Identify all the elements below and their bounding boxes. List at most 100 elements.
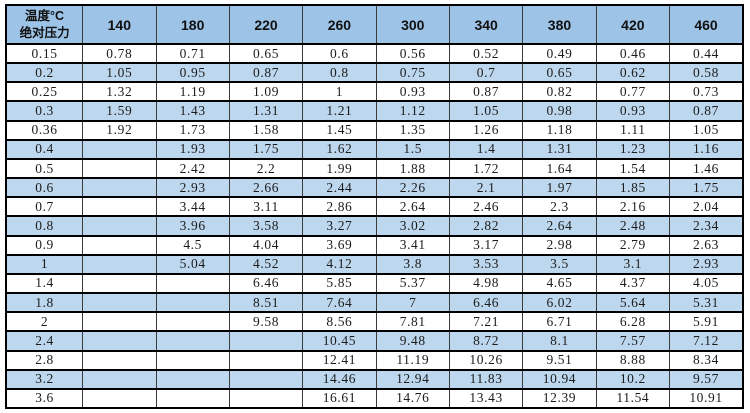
value-cell: 1.45 — [302, 119, 377, 141]
table-row: 0.25 1.32 1.19 1.09 1 0.93 0.87 0.82 0.77 0.73 — [5, 81, 744, 103]
table-row: 0.36 1.92 1.73 1.58 1.45 1.35 1.26 1.18 1.11 1.05 — [5, 119, 744, 141]
pressure-cell: 0.8 — [5, 215, 84, 237]
column-header-380: 380 — [522, 4, 597, 45]
value-cell: 6.71 — [522, 311, 597, 333]
table-row: 2.8 12.41 11.19 10.26 9.51 8.88 8.34 — [5, 349, 744, 371]
value-cell: 9.57 — [669, 368, 744, 390]
table-row: 0.2 1.05 0.95 0.87 0.8 0.75 0.7 0.65 0.62 0.58 — [5, 62, 744, 84]
value-cell: 14.76 — [375, 387, 450, 410]
value-cell: 8.34 — [669, 349, 744, 371]
value-cell: 12.41 — [302, 349, 377, 371]
value-cell: 9.51 — [522, 349, 597, 371]
value-cell: 0.49 — [522, 42, 597, 65]
value-cell: 12.94 — [375, 368, 450, 390]
value-cell — [82, 177, 157, 199]
table-row: 0.6 2.93 2.66 2.44 2.26 2.1 1.97 1.85 1.75 — [5, 177, 744, 199]
value-cell — [155, 368, 230, 390]
value-cell: 7.64 — [302, 292, 377, 314]
value-cell — [82, 234, 157, 256]
value-cell: 2.79 — [595, 234, 671, 256]
corner-header-line2: 绝对压力 — [19, 25, 70, 40]
value-cell: 2.64 — [522, 215, 597, 237]
value-cell: 1.23 — [595, 138, 671, 160]
value-cell: 4.52 — [228, 253, 304, 275]
value-cell — [82, 253, 157, 275]
value-cell: 0.75 — [375, 62, 450, 84]
value-cell — [82, 138, 157, 160]
value-cell: 3.17 — [448, 234, 524, 256]
value-cell: 6.46 — [228, 272, 304, 295]
table-row: 0.4 1.93 1.75 1.62 1.5 1.4 1.31 1.23 1.16 — [5, 138, 744, 160]
value-cell: 1.11 — [595, 119, 671, 141]
pressure-cell: 0.7 — [5, 196, 84, 218]
value-cell: 3.53 — [448, 253, 524, 275]
value-cell: 0.93 — [375, 81, 450, 103]
value-cell — [155, 311, 230, 333]
value-cell: 8.56 — [302, 311, 377, 333]
value-cell: 3.96 — [155, 215, 230, 237]
value-cell: 0.82 — [522, 81, 597, 103]
pressure-cell: 2 — [5, 311, 84, 333]
value-cell: 5.31 — [669, 292, 744, 314]
value-cell: 0.62 — [595, 62, 671, 84]
table-row: 2.4 10.45 9.48 8.72 8.1 7.57 7.12 — [5, 330, 744, 352]
value-cell: 12.39 — [522, 387, 597, 410]
table-row: 0.5 2.42 2.2 1.99 1.88 1.72 1.64 1.54 1.46 — [5, 157, 744, 180]
value-cell — [155, 330, 230, 352]
value-cell: 0.87 — [669, 100, 744, 122]
value-cell: 3.58 — [228, 215, 304, 237]
pressure-cell: 0.3 — [5, 100, 84, 122]
value-cell: 0.44 — [669, 42, 744, 65]
value-cell: 1.31 — [228, 100, 304, 122]
value-cell: 2.66 — [228, 177, 304, 199]
column-header-420: 420 — [595, 4, 671, 45]
value-cell: 1.75 — [228, 138, 304, 160]
value-cell: 1.05 — [448, 100, 524, 122]
corner-header-line1: 温度°C — [25, 8, 65, 23]
value-cell: 1.18 — [522, 119, 597, 141]
value-cell: 0.77 — [595, 81, 671, 103]
value-cell: 2.3 — [522, 196, 597, 218]
value-cell: 11.54 — [595, 387, 671, 410]
pressure-cell: 3.2 — [5, 368, 84, 390]
value-cell: 14.46 — [302, 368, 377, 390]
value-cell: 1.05 — [82, 62, 157, 84]
value-cell: 3.5 — [522, 253, 597, 275]
value-cell: 2.86 — [302, 196, 377, 218]
value-cell: 5.85 — [302, 272, 377, 295]
value-cell: 0.98 — [522, 100, 597, 122]
pressure-cell: 2.8 — [5, 349, 84, 371]
value-cell — [228, 330, 304, 352]
value-cell: 1.21 — [302, 100, 377, 122]
header-row: 温度°C 绝对压力 140 180 220 260 300 340 380 420 460 — [5, 4, 744, 45]
value-cell — [82, 368, 157, 390]
table-row: 0.8 3.96 3.58 3.27 3.02 2.82 2.64 2.48 2.34 — [5, 215, 744, 237]
value-cell: 2.82 — [448, 215, 524, 237]
column-header-340: 340 — [448, 4, 524, 45]
value-cell: 6.46 — [448, 292, 524, 314]
value-cell: 3.8 — [375, 253, 450, 275]
value-cell: 0.65 — [228, 42, 304, 65]
value-cell: 0.65 — [522, 62, 597, 84]
value-cell: 2.42 — [155, 157, 230, 180]
table-row: 0.7 3.44 3.11 2.86 2.64 2.46 2.3 2.16 2.04 — [5, 196, 744, 218]
value-cell: 7.12 — [669, 330, 744, 352]
value-cell: 11.19 — [375, 349, 450, 371]
value-cell: 1.31 — [522, 138, 597, 160]
value-cell: 11.83 — [448, 368, 524, 390]
value-cell — [228, 349, 304, 371]
pressure-temperature-table: 温度°C 绝对压力 140 180 220 260 300 340 380 420 460 0.… — [5, 4, 744, 410]
value-cell: 0.95 — [155, 62, 230, 84]
value-cell: 1.12 — [375, 100, 450, 122]
value-cell — [155, 349, 230, 371]
value-cell: 2.98 — [522, 234, 597, 256]
corner-header-cell: 温度°C 绝对压力 — [5, 4, 84, 45]
value-cell: 1.62 — [302, 138, 377, 160]
value-cell: 0.52 — [448, 42, 524, 65]
pressure-cell: 0.9 — [5, 234, 84, 256]
value-cell: 1.59 — [82, 100, 157, 122]
value-cell — [82, 196, 157, 218]
value-cell: 1.92 — [82, 119, 157, 141]
value-cell — [82, 157, 157, 180]
value-cell: 0.93 — [595, 100, 671, 122]
